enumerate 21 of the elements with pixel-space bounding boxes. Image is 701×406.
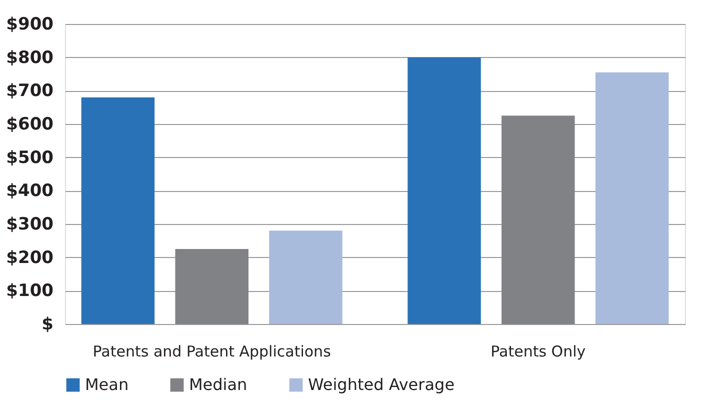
y-tick-label: $500 <box>6 148 54 168</box>
y-tick-label: $700 <box>6 81 54 102</box>
legend-label: Median <box>189 375 248 394</box>
y-tick-label: $600 <box>6 114 54 134</box>
y-tick-label: $300 <box>6 214 54 234</box>
x-tick-label: Patents and Patent Applications <box>92 342 332 360</box>
bar <box>408 57 481 324</box>
legend-label: Weighted Average <box>308 375 455 394</box>
bar <box>502 116 575 324</box>
bar <box>269 230 342 324</box>
y-tick-label: $400 <box>6 181 54 202</box>
y-tick-label: $100 <box>6 281 54 302</box>
legend-label: Mean <box>85 375 129 394</box>
bar <box>175 249 248 324</box>
y-tick-label: $800 <box>6 48 54 68</box>
y-tick-label: $ <box>42 314 54 334</box>
x-tick-label: Patents Only <box>490 342 586 360</box>
y-tick-label: $200 <box>6 248 54 268</box>
bar <box>595 72 669 324</box>
y-tick-label: $900 <box>6 14 54 34</box>
bar <box>81 97 155 324</box>
